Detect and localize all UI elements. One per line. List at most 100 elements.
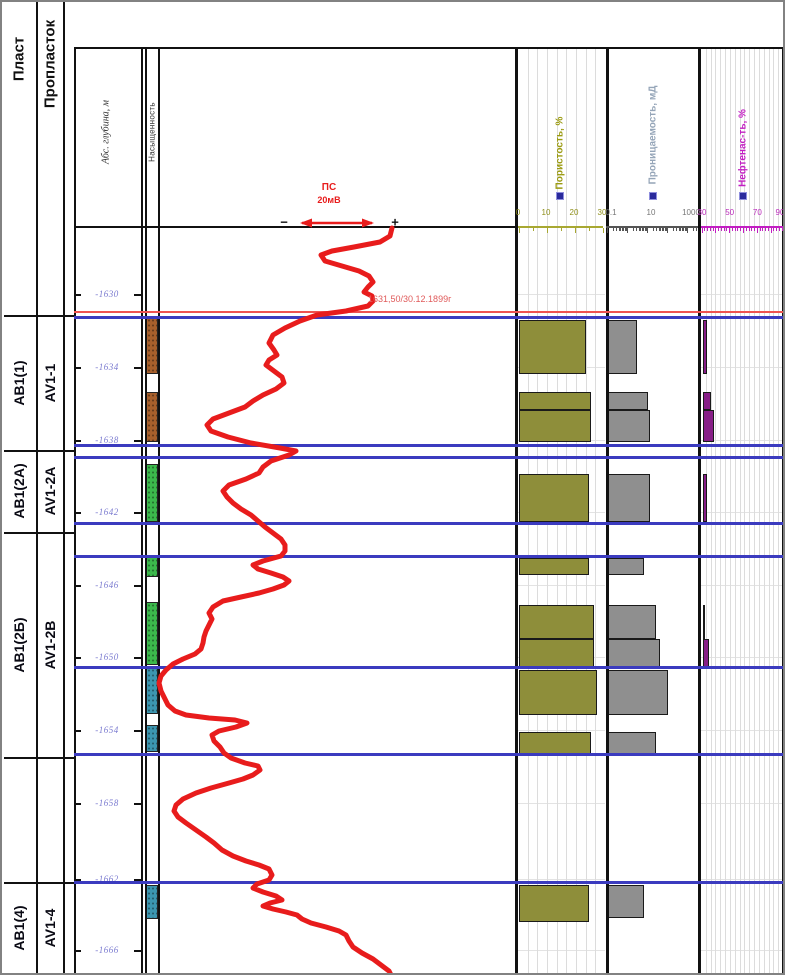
saturation-column-header: Насыщенность [147, 102, 157, 162]
permeability-bar [607, 474, 651, 522]
permeability-axis-tick [638, 228, 640, 231]
oil-saturation-track-header: Нефтенас-ть, % [737, 109, 749, 187]
track-h-gridline [518, 585, 605, 586]
track-v-gridline [749, 47, 751, 973]
porosity-bar [518, 885, 589, 922]
porosity-bar [518, 320, 586, 374]
permeability-bar [607, 558, 645, 575]
permeability-axis-tick [656, 228, 658, 231]
porosity-bar [518, 670, 597, 715]
oil-saturation-axis-tick [781, 228, 783, 231]
track-h-gridline [701, 512, 783, 513]
permeability-axis-tick [680, 228, 682, 231]
plast-layer-label: АВ1(2Б) [11, 616, 27, 673]
porosity-axis [518, 226, 603, 228]
layer-boundary-blue-line [74, 443, 783, 447]
porosity-bar [518, 732, 592, 754]
oil-saturation-bar [702, 639, 710, 669]
porosity-axis-tick [532, 228, 534, 231]
saturation-bar-oil [146, 317, 158, 374]
track-h-gridline [518, 294, 605, 295]
track-border [698, 47, 701, 973]
track-v-gridline [768, 47, 770, 973]
oil-saturation-axis [701, 226, 783, 228]
porosity-axis-number: 0 [515, 208, 521, 217]
oil-saturation-axis-tick [701, 228, 703, 233]
permeability-axis-tick [692, 228, 694, 231]
oil-saturation-legend-icon [739, 192, 747, 200]
permeability-axis-tick [683, 228, 685, 231]
oil-saturation-axis-tick [723, 228, 725, 231]
permeability-axis-tick [620, 228, 622, 231]
porosity-axis-tick [560, 228, 562, 231]
oil-saturation-axis-tick [715, 228, 717, 233]
oil-saturation-axis-tick [745, 228, 747, 231]
permeability-axis-number: 1000 [682, 208, 700, 217]
permeability-axis-tick [676, 228, 678, 231]
oil-saturation-axis-tick [720, 228, 722, 231]
depth-label: -1630 [95, 289, 119, 299]
permeability-axis-tick [624, 228, 626, 231]
permeability-bar [607, 392, 648, 410]
depth-column-header: Абс. глубина, м [100, 99, 112, 165]
track-h-gridline [701, 730, 783, 731]
permeability-axis-tick [626, 228, 628, 233]
depth-tick-right [134, 803, 141, 805]
permeability-axis-tick [646, 228, 648, 233]
oil-saturation-axis-tick [773, 228, 775, 231]
track-v-gridline [710, 47, 712, 973]
permeability-axis-number: 10 [646, 208, 656, 217]
oil-saturation-axis-tick [762, 228, 764, 231]
track-h-gridline [701, 803, 783, 804]
oil-saturation-axis-tick [709, 228, 711, 231]
proplastok-column-header: Пропласток [41, 19, 59, 109]
permeability-bar [607, 410, 651, 442]
proplastok-layer-label: AV1-1 [42, 363, 58, 402]
track-h-gridline [518, 803, 605, 804]
permeability-axis-tick [696, 228, 698, 231]
track-h-gridline [701, 585, 783, 586]
layer-boundary-blue-line [74, 455, 783, 459]
depth-tick-left [74, 730, 81, 732]
oil-saturation-axis-tick [718, 228, 720, 231]
oil-saturation-bar [702, 474, 707, 522]
column-border [141, 47, 143, 973]
layer-boundary-blue-line [74, 752, 783, 756]
column-border [158, 47, 160, 973]
depth-marker-annotation: 1631,50/30.12.1899г [368, 294, 452, 304]
oil-saturation-axis-tick [729, 228, 731, 233]
porosity-bar [518, 558, 589, 575]
track-v-gridline [754, 47, 756, 973]
oil-saturation-axis-tick [743, 228, 744, 233]
depth-marker-red-line [74, 311, 783, 313]
track-h-gridline [701, 950, 783, 951]
ps-plus-sign: + [391, 214, 399, 230]
permeability-axis-tick [622, 228, 624, 231]
depth-tick-left [74, 657, 81, 659]
oil-saturation-axis-tick [759, 228, 761, 231]
track-v-gridline [778, 47, 780, 973]
depth-tick-right [134, 730, 141, 732]
depth-tick-left [74, 294, 81, 296]
porosity-axis-tick [518, 228, 520, 233]
oil-saturation-axis-number: 50 [725, 208, 735, 217]
porosity-track-header: Пористость, % [554, 116, 566, 190]
depth-label: -1650 [95, 652, 119, 662]
oil-saturation-axis-number: 30 [697, 208, 707, 217]
track-v-gridline [758, 47, 760, 973]
permeability-bar [607, 732, 657, 754]
oil-saturation-axis-tick [731, 228, 733, 231]
depth-label: -1646 [95, 580, 119, 590]
permeability-axis-number: 0.1 [605, 208, 617, 217]
track-border [782, 47, 783, 973]
permeability-axis-tick [685, 228, 687, 231]
saturation-bar-oil-water [146, 557, 158, 577]
oil-saturation-axis-tick [734, 228, 736, 231]
permeability-bar [607, 670, 668, 715]
oil-saturation-axis-number: 70 [752, 208, 762, 217]
oil-saturation-bar [702, 320, 707, 374]
permeability-axis-tick [652, 228, 654, 231]
porosity-bar [518, 605, 595, 639]
